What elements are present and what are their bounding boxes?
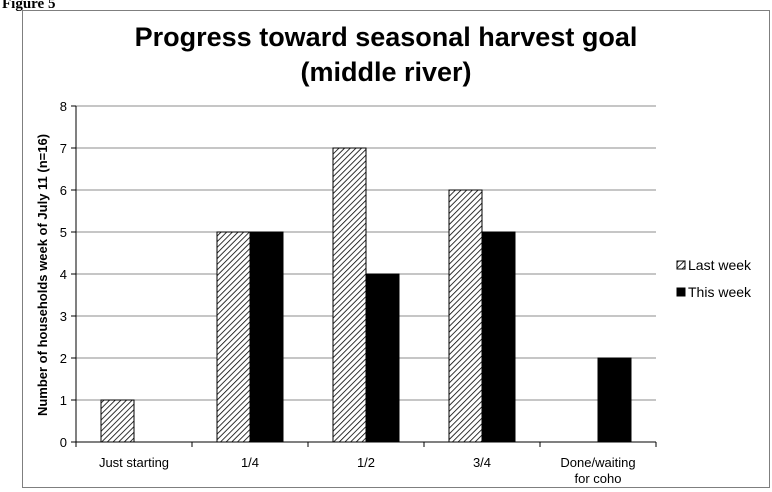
bars — [100, 147, 632, 443]
legend-label: Last week — [688, 257, 752, 273]
y-tick-label: 6 — [60, 183, 67, 198]
y-tick-label: 4 — [60, 267, 67, 282]
axes: 0 1 2 3 4 5 6 7 8 Just starting 1/4 1/2 3/4 Done/wait… — [60, 99, 657, 486]
legend-label: This week — [688, 284, 752, 300]
y-tick-label: 0 — [60, 435, 67, 450]
bar-last-week — [216, 231, 251, 443]
legend: Last week This week — [676, 257, 752, 300]
y-tick-label: 5 — [60, 225, 67, 240]
bar-this-week — [249, 231, 284, 443]
x-category-label: 1/2 — [357, 455, 375, 470]
x-category-label: Done/waiting — [560, 455, 635, 470]
y-tick-label: 3 — [60, 309, 67, 324]
bar-last-week — [332, 147, 367, 443]
x-category-label: Just starting — [99, 455, 169, 470]
y-tick-label: 8 — [60, 99, 67, 114]
bar-this-week — [597, 357, 632, 443]
bar-last-week — [448, 189, 483, 443]
y-tick-label: 2 — [60, 351, 67, 366]
legend-swatch — [676, 287, 686, 297]
figure-label: Figure 5 — [2, 0, 56, 12]
bar-this-week — [365, 273, 400, 443]
chart-title-line-1: Progress toward seasonal harvest goal — [134, 22, 638, 52]
legend-swatch — [676, 260, 686, 270]
bar-this-week — [481, 231, 516, 443]
y-tick-label: 7 — [60, 141, 67, 156]
x-category-label: 1/4 — [241, 455, 259, 470]
x-category-label: 3/4 — [473, 455, 491, 470]
bar-last-week — [100, 399, 135, 443]
x-category-label: for coho — [575, 471, 622, 486]
y-axis-label: Number of households week of July 11 (n=… — [35, 134, 50, 416]
y-tick-label: 1 — [60, 393, 67, 408]
chart-title-line-2: (middle river) — [300, 57, 472, 87]
